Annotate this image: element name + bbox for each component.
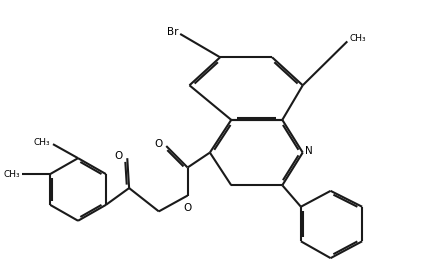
Text: Br: Br: [167, 27, 178, 37]
Text: CH₃: CH₃: [349, 34, 366, 43]
Text: O: O: [154, 139, 163, 149]
Text: O: O: [115, 151, 123, 161]
Text: CH₃: CH₃: [33, 138, 50, 147]
Text: CH₃: CH₃: [4, 169, 20, 178]
Text: N: N: [305, 146, 312, 156]
Text: O: O: [184, 203, 192, 213]
